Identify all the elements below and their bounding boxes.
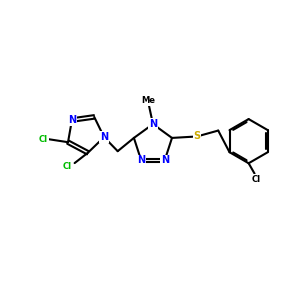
Text: N: N bbox=[149, 119, 157, 129]
Text: Me: Me bbox=[142, 96, 155, 105]
Text: N: N bbox=[100, 132, 108, 142]
Text: Cl: Cl bbox=[39, 135, 48, 144]
Text: S: S bbox=[194, 131, 201, 142]
Text: Cl: Cl bbox=[63, 161, 72, 170]
Text: N: N bbox=[137, 155, 145, 165]
Text: N: N bbox=[161, 155, 169, 165]
Text: N: N bbox=[68, 115, 76, 125]
Text: Cl: Cl bbox=[251, 175, 261, 184]
